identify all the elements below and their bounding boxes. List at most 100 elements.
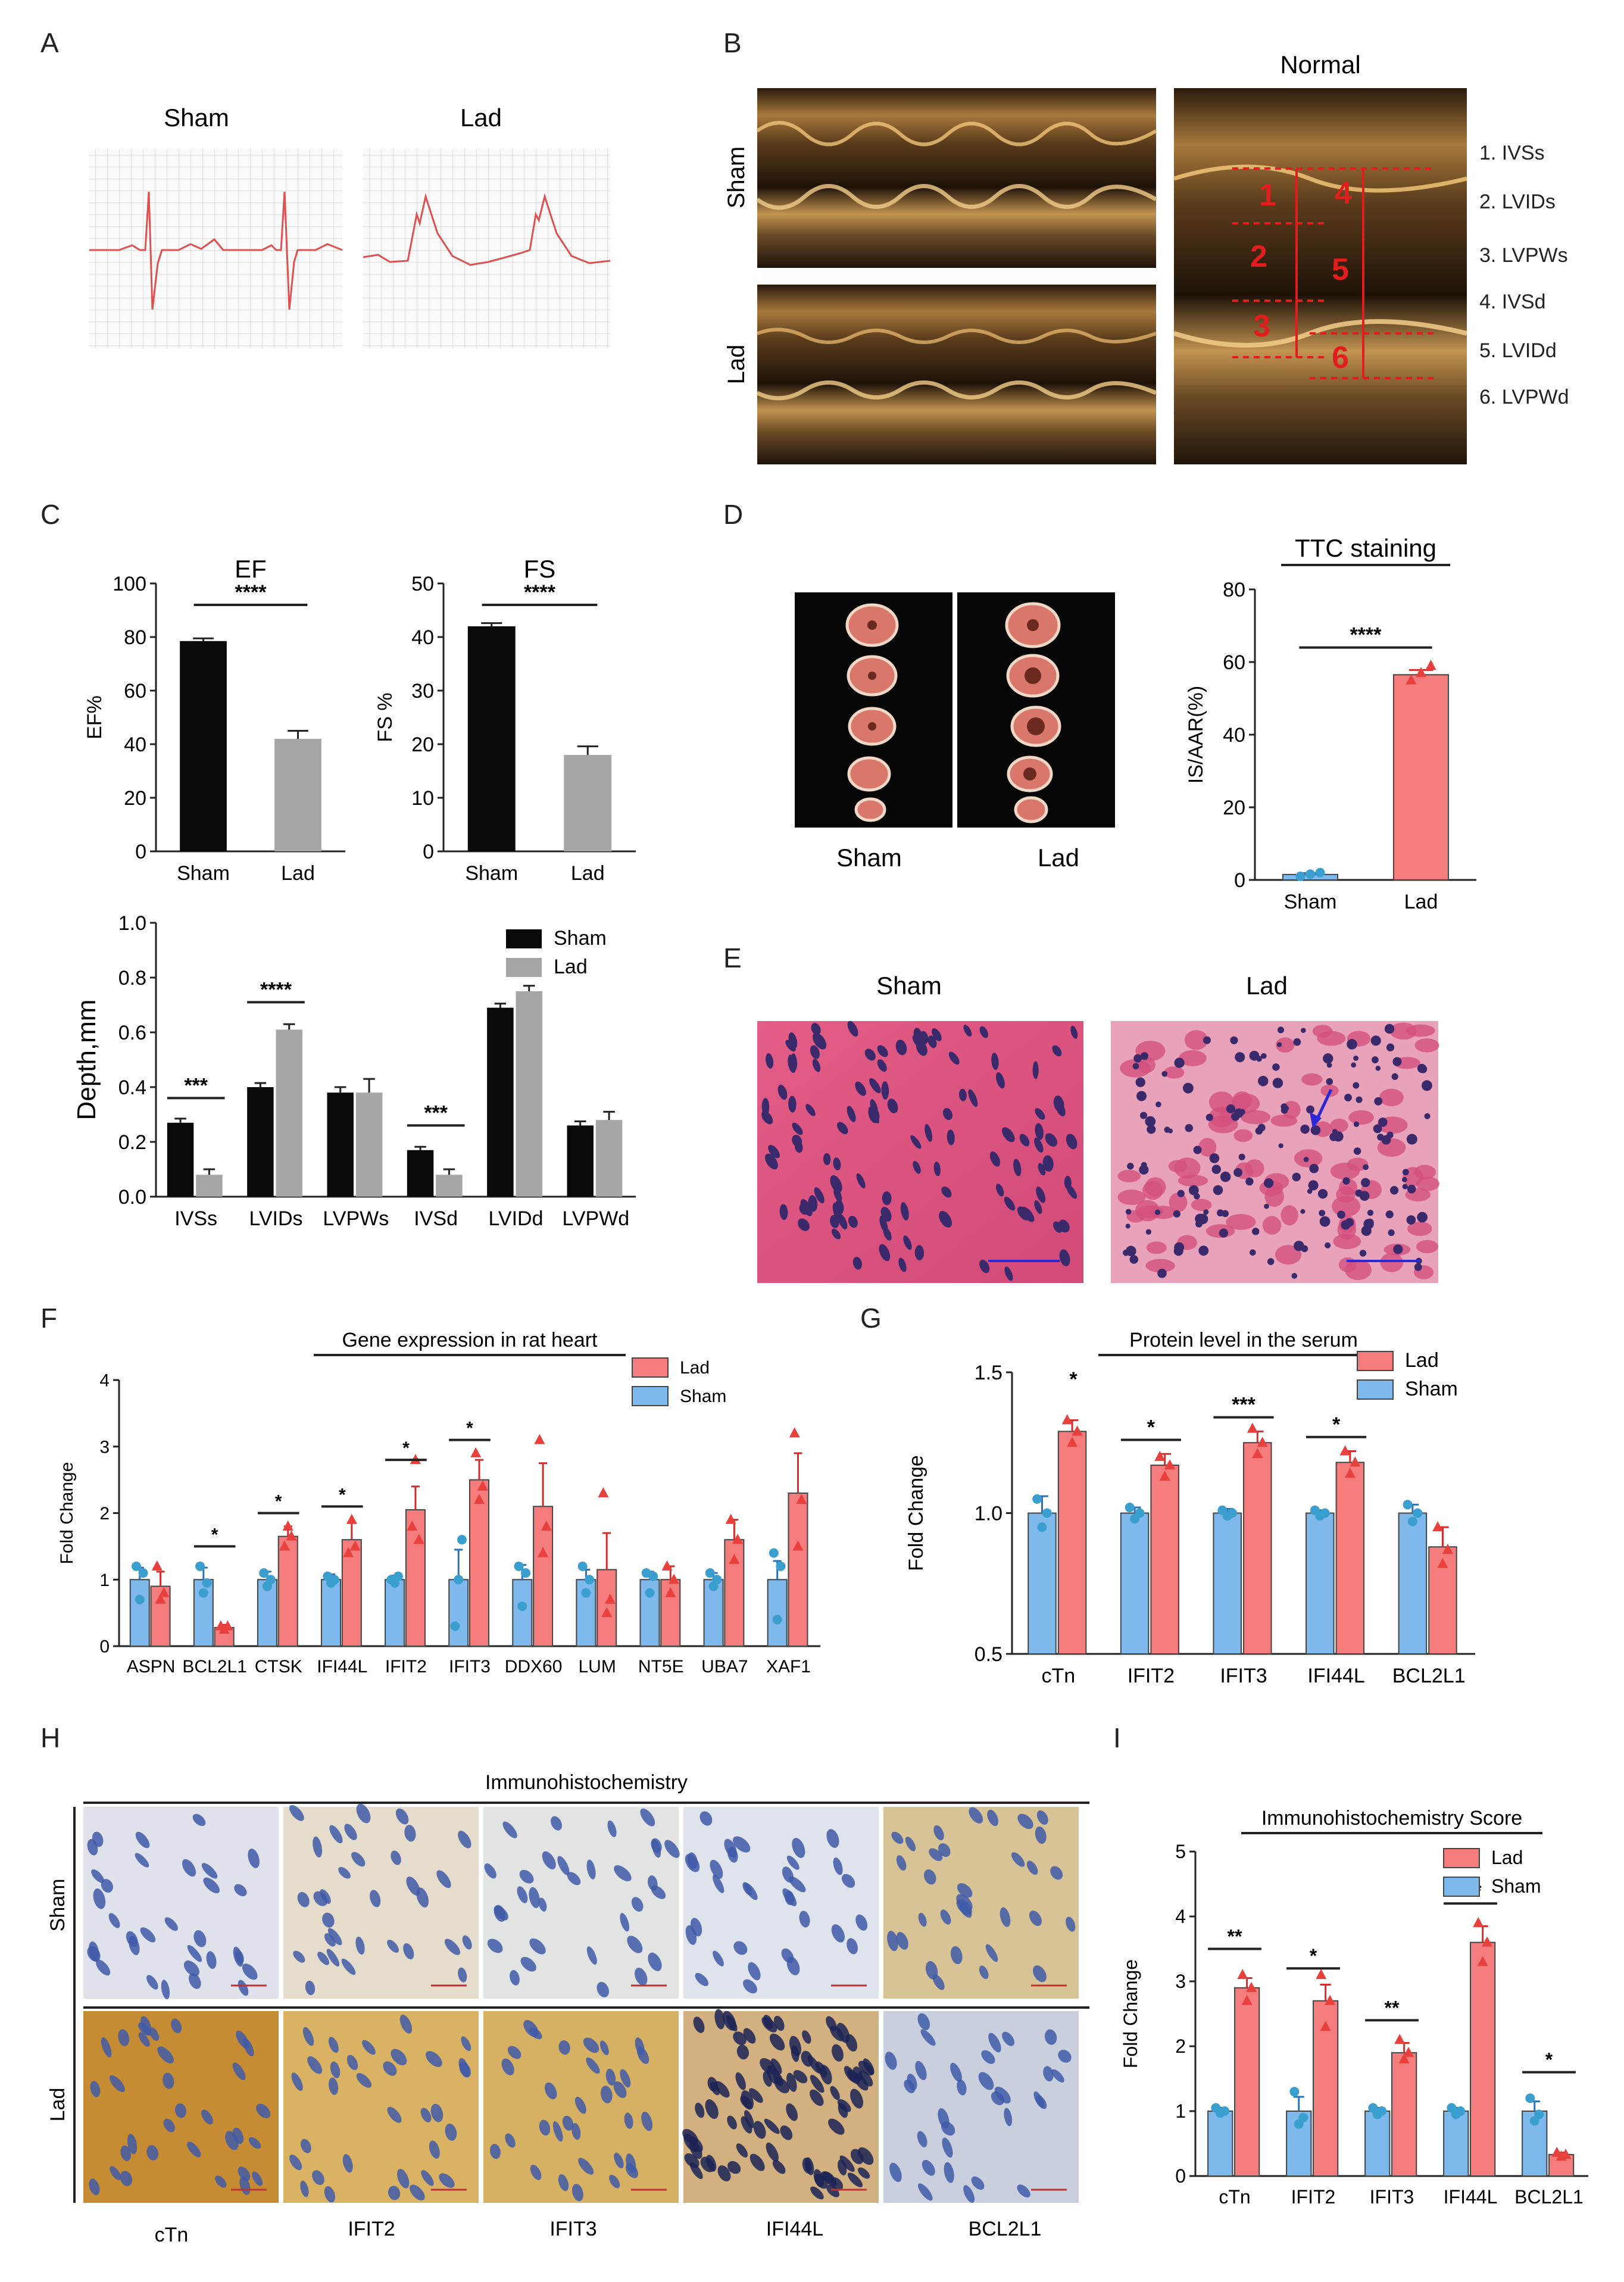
data-point [1298,2112,1308,2122]
significance-label: ** [1228,1926,1242,1947]
y-tick-label: 20 [124,787,146,810]
y-tick-label: 1 [1175,2100,1186,2122]
nucleus [741,2090,754,2110]
nucleus [501,2058,514,2075]
nucleus [915,2061,927,2080]
data-point [1252,1448,1263,1459]
nucleus [791,1053,798,1070]
bar-ifi44l-lad [1470,1941,1496,2177]
panel-letter-e: E [723,942,742,973]
nucleus [1044,2029,1057,2045]
significance-label: *** [184,1074,208,1097]
nucleus [627,1936,643,1953]
nucleus [705,2099,719,2119]
nucleus [1004,1197,1016,1211]
data-point [266,1575,276,1585]
nucleus [785,1039,796,1052]
tissue-patch [1270,1115,1298,1127]
ecg-grid-sham [89,149,342,348]
ecg-trace-sham [89,191,343,310]
nucleus [494,1905,506,1922]
nucleus [1233,1167,1242,1177]
nucleus [404,1825,416,1842]
nucleus [1123,1249,1129,1256]
data-point [222,1620,233,1631]
nucleus [529,1938,546,1955]
nucleus [91,1869,104,1883]
nucleus [551,1816,562,1831]
nucleus [1258,1076,1269,1087]
legend-label-sham: Sham [1491,1875,1541,1897]
data-point [151,1560,163,1571]
nucleus [1032,1061,1039,1079]
nucleus [768,1145,780,1159]
data-point [1061,1414,1073,1425]
nucleus [1185,1123,1194,1132]
nucleus [620,2069,631,2088]
nucleus [695,1972,709,1986]
nucleus [397,2168,410,2189]
nucleus [858,2070,873,2087]
tissue-patch [1281,1205,1298,1226]
svg-text:2: 2 [1250,239,1267,274]
nucleus [1154,1209,1161,1215]
nucleus [545,2082,557,2100]
nucleus [732,1836,751,1853]
nucleus [1000,1907,1011,1927]
data-point [158,1587,170,1597]
nucleus [406,1876,420,1896]
nucleus [714,2009,725,2030]
nucleus [164,1917,178,1931]
nucleus [744,1883,758,1900]
bar-ctn-sham [1207,2111,1233,2177]
nucleus [1391,1073,1398,1080]
chart-title: EF [235,555,267,583]
nucleus [918,1912,927,1927]
nucleus [917,2183,933,2201]
nucleus [313,1836,323,1858]
nucleus [502,1821,517,1838]
nucleus [1182,1082,1194,1094]
nucleus [1205,1113,1213,1121]
bar-lvpwd-lad [595,1120,623,1197]
nucleus [979,1259,990,1273]
nucleus [810,1045,820,1059]
nucleus [1133,1054,1142,1063]
data-point [1257,1437,1268,1447]
panel-letter-i: I [1113,1722,1121,1753]
chart-ef: 0 20 40 60 80 100 Sham Lad EF% EF**** [83,555,345,885]
data-point [349,1540,361,1551]
nucleus [850,2149,864,2165]
nucleus [799,1910,810,1928]
nucleus [586,1946,597,1965]
data-point [645,1588,655,1598]
x-tick-label-ifit2: IFIT2 [1128,1665,1175,1687]
data-point [669,1574,680,1584]
panel-h-ihc: Immunohistochemistry Sham Lad cTn IFIT2 … [46,1771,1089,2246]
nucleus [855,1081,866,1096]
tissue-patch [1344,1259,1372,1281]
y-tick-label: 20 [411,733,434,756]
nucleus [1351,1062,1357,1068]
nucleus [1043,2066,1054,2082]
nucleus [1307,1188,1313,1194]
bar-xaf1-lad [788,1492,808,1647]
nucleus [920,2029,936,2046]
data-point [1241,1994,1253,2005]
tissue-patch [1179,1050,1207,1066]
nucleus [907,2074,917,2090]
nucleus [1303,1157,1309,1162]
nucleus [942,2137,953,2158]
x-tick-label-nt5e: NT5E [638,1657,684,1677]
nucleus [811,1023,821,1035]
nucleus [839,2155,855,2172]
nucleus [356,2073,372,2088]
data-point [1316,1969,1327,1980]
nucleus [324,1933,336,1947]
nucleus [1267,1258,1275,1265]
data-point [195,1561,205,1571]
nucleus [161,1980,170,2000]
bar-bcl2l1-sham [1398,1512,1428,1654]
data-point [470,1447,482,1457]
nucleus [342,2154,353,2173]
